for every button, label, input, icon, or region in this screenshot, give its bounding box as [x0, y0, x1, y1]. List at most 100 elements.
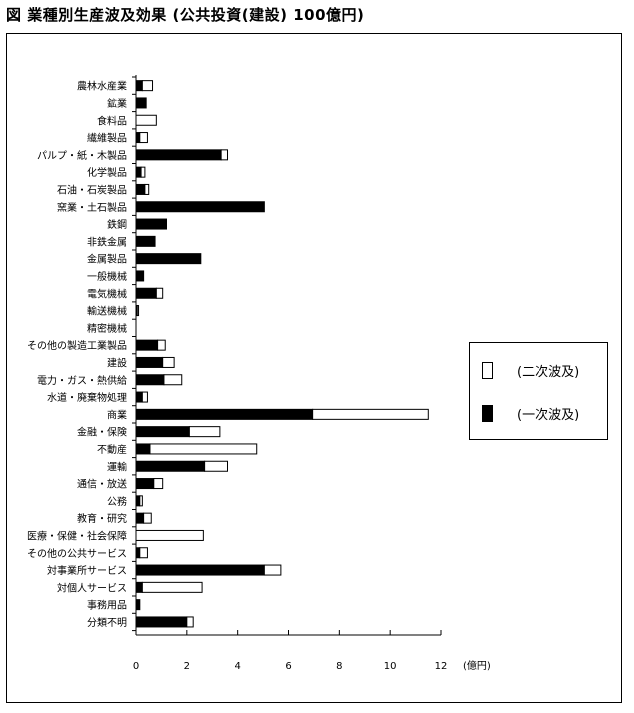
- y-tick-label: パルプ・紙・木製品: [37, 149, 127, 162]
- bar-primary: [135, 253, 202, 265]
- bar-primary: [135, 391, 143, 403]
- bar-secondary: [204, 460, 228, 472]
- bar-primary: [135, 218, 167, 230]
- bar-secondary: [263, 564, 282, 576]
- bar-secondary: [139, 547, 148, 559]
- bar-secondary: [136, 305, 140, 317]
- bar-secondary: [135, 114, 157, 126]
- y-tick-label: 精密機械: [87, 322, 127, 335]
- bar-secondary: [141, 391, 148, 403]
- bar-secondary: [162, 356, 175, 368]
- bar-secondary: [163, 374, 183, 386]
- bar-primary: [135, 270, 145, 282]
- legend-item-secondary: (二次波及): [482, 360, 579, 380]
- bar-primary: [135, 80, 143, 92]
- chart-title: 図 業種別生産波及効果 (公共投資(建設) 100億円): [6, 6, 365, 24]
- bar-primary: [135, 201, 265, 213]
- y-tick-label: 不動産: [97, 443, 127, 456]
- y-tick-label: その他の公共サービス: [27, 547, 127, 560]
- bar-primary: [135, 339, 159, 351]
- bar-primary: [135, 616, 188, 628]
- y-tick-label: 教育・研究: [77, 512, 127, 525]
- x-axis-unit: (億円): [463, 659, 491, 672]
- y-tick-label: 電気機械: [87, 287, 127, 300]
- bar-secondary: [188, 426, 221, 438]
- y-tick-label: 農林水産業: [77, 80, 127, 93]
- bar-primary: [135, 408, 314, 420]
- bar-primary: [135, 166, 142, 178]
- bar-primary: [135, 512, 145, 524]
- bar-secondary: [220, 149, 228, 161]
- bar-primary: [135, 374, 165, 386]
- chart-frame: 農林水産業鉱業食料品繊維製品パルプ・紙・木製品化学製品石油・石炭製品 窯業・土石製…: [6, 33, 622, 703]
- bar-secondary: [140, 166, 146, 178]
- legend-label-primary: (一次波及): [517, 407, 580, 423]
- y-tick-label: 対事業所サービス: [47, 564, 127, 577]
- bar-primary: [135, 183, 146, 195]
- bar-primary: [135, 564, 265, 576]
- legend: (二次波及) (一次波及): [469, 342, 608, 440]
- x-tick-label: 0: [133, 661, 139, 672]
- bar-secondary: [312, 408, 429, 420]
- y-tick-label: 水道・廃棄物処理: [47, 391, 127, 404]
- bar-secondary: [157, 339, 166, 351]
- legend-swatch-secondary: [482, 361, 493, 379]
- legend-label-secondary: (二次波及): [517, 364, 580, 380]
- y-tick-label: 輸送機械: [87, 305, 127, 318]
- y-tick-label: 非鉄金属: [87, 235, 127, 248]
- bar-primary: [135, 235, 156, 247]
- bar-secondary: [141, 581, 203, 593]
- bar-secondary: [153, 478, 164, 490]
- y-tick-label: 窯業・土石製品: [57, 201, 127, 214]
- x-tick-label: 2: [184, 661, 190, 672]
- legend-item-primary: (一次波及): [482, 403, 579, 423]
- bar-primary: [135, 547, 141, 559]
- y-tick-label: 分類不明: [87, 617, 127, 629]
- y-tick-label: 対個人サービス: [57, 581, 127, 594]
- x-tick-label: 6: [285, 661, 291, 672]
- bar-primary: [135, 287, 157, 299]
- bar-primary: [135, 478, 155, 490]
- bar-secondary: [135, 529, 204, 541]
- y-tick-label: 金属製品: [87, 253, 127, 266]
- bar-primary: [135, 443, 151, 455]
- y-tick-label: その他の製造工業製品: [27, 339, 127, 352]
- bar-secondary: [149, 443, 258, 455]
- bar-primary: [135, 149, 222, 161]
- y-tick-label: 石油・石炭製品: [57, 183, 127, 196]
- y-tick-label: 化学製品: [87, 166, 127, 179]
- bar-secondary: [186, 616, 194, 628]
- legend-swatch-primary: [482, 404, 493, 422]
- bar-primary: [135, 599, 141, 611]
- bar-secondary: [155, 287, 164, 299]
- bar-primary: [135, 581, 143, 593]
- y-tick-label: 商業: [107, 408, 127, 421]
- y-tick-label: 通信・放送: [77, 478, 127, 491]
- y-tick-label: 鉱業: [107, 97, 127, 110]
- y-tick-label: 鉄鋼: [107, 218, 127, 231]
- bar-primary: [135, 460, 206, 472]
- bar-primary: [135, 97, 147, 109]
- x-tick-label: 8: [336, 661, 342, 672]
- y-tick-label: 金融・保険: [77, 426, 127, 439]
- bar-primary: [135, 426, 190, 438]
- y-tick-label: 医療・保健・社会保障: [27, 529, 127, 542]
- bar-secondary: [143, 512, 152, 524]
- bar-primary: [135, 356, 164, 368]
- bar-secondary: [139, 132, 148, 144]
- x-tick-label: 4: [234, 661, 240, 672]
- y-tick-label: 食料品: [97, 114, 127, 127]
- bar-secondary: [141, 80, 154, 92]
- bar-chart: 農林水産業鉱業食料品繊維製品パルプ・紙・木製品化学製品石油・石炭製品窯業・土石製…: [27, 75, 491, 672]
- x-tick-label: 12: [435, 661, 448, 672]
- y-tick-label: 一般機械: [87, 270, 127, 283]
- y-tick-label: 運輸: [107, 460, 127, 473]
- y-tick-label: 繊維製品: [87, 132, 127, 145]
- bar-primary: [135, 132, 141, 144]
- bar-secondary: [139, 495, 143, 507]
- y-tick-label: 電力・ガス・熱供給: [37, 374, 127, 387]
- y-tick-label: 事務用品: [87, 599, 127, 612]
- x-tick-label: 10: [384, 661, 397, 672]
- y-tick-label: 公務: [107, 495, 127, 508]
- bar-secondary: [144, 183, 150, 195]
